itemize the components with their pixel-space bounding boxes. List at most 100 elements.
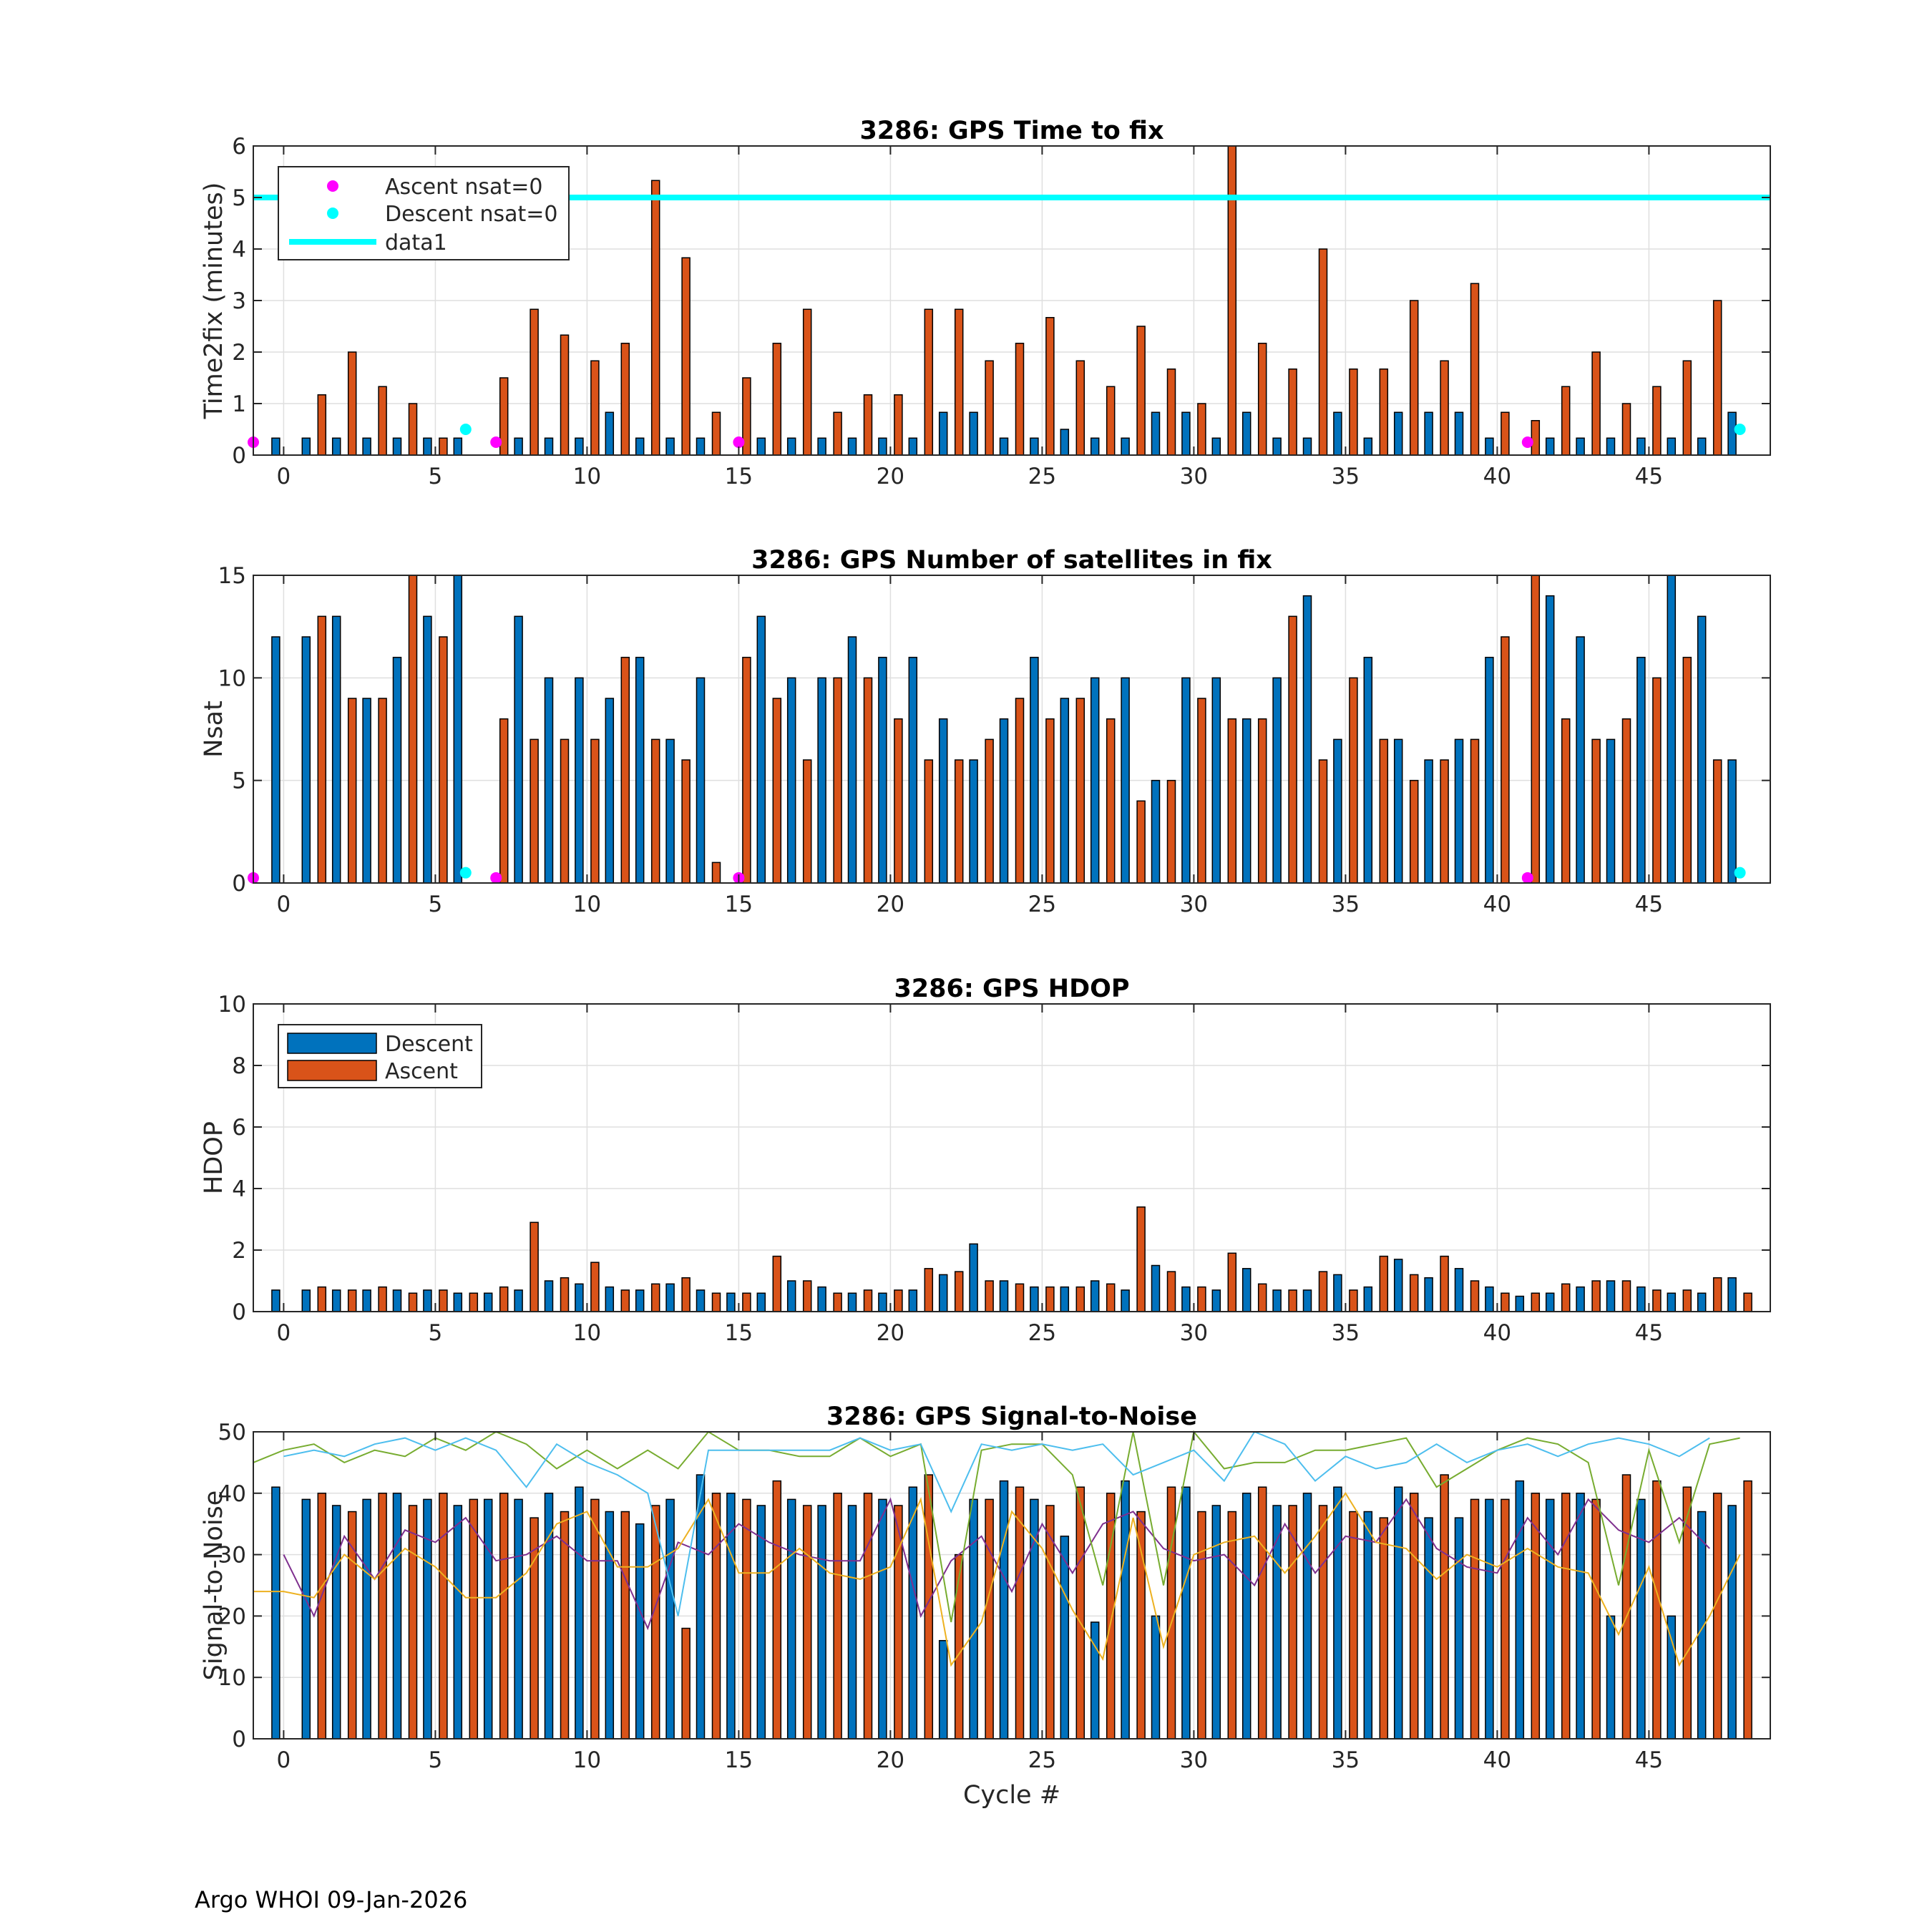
bar-ascent: [1501, 411, 1510, 456]
x-tick-label: 40: [1483, 1747, 1511, 1773]
bar-descent: [301, 437, 311, 456]
bar-descent: [1151, 779, 1161, 884]
x-tick-label: 10: [573, 464, 601, 489]
bar-ascent: [1712, 300, 1722, 456]
bar-ascent: [863, 1289, 873, 1312]
bar-ascent: [1591, 738, 1601, 884]
bar-descent: [999, 1480, 1009, 1740]
bar-ascent: [1409, 779, 1419, 884]
bar-descent: [1636, 1286, 1646, 1312]
bar-ascent: [1015, 343, 1025, 456]
bar-ascent: [439, 636, 448, 884]
bar-descent: [1030, 437, 1039, 456]
bar-ascent: [347, 1511, 357, 1740]
bar-descent: [331, 437, 341, 456]
bar-ascent: [317, 1493, 327, 1740]
bar-ascent: [499, 1493, 509, 1740]
bar-descent: [1454, 738, 1464, 884]
bar-descent: [969, 1243, 978, 1312]
bar-ascent: [681, 257, 691, 456]
bar-descent: [514, 615, 523, 884]
bar-ascent: [560, 1277, 570, 1312]
bar-descent: [1211, 437, 1221, 456]
bar-descent: [1333, 411, 1342, 456]
bar-descent: [969, 411, 978, 456]
bar-ascent: [1227, 145, 1237, 456]
plot-area: [253, 1432, 1770, 1739]
bar-descent: [1393, 738, 1403, 884]
legend-label: Ascent nsat=0: [385, 175, 542, 200]
bar-descent: [271, 636, 280, 884]
bar-ascent: [833, 1292, 842, 1312]
bar-ascent: [833, 1493, 842, 1740]
bar-descent: [271, 1486, 280, 1740]
bar-ascent: [1470, 283, 1480, 456]
bar-ascent: [772, 698, 782, 884]
bar-descent: [605, 1286, 615, 1312]
bar-descent: [1424, 759, 1433, 884]
bar-ascent: [742, 1498, 751, 1740]
x-tick-label: 30: [1180, 464, 1208, 489]
bar-descent: [1363, 656, 1373, 884]
bar-ascent: [711, 1493, 721, 1740]
bar-descent: [817, 437, 826, 456]
chart-panel-3: 0 5 10 15 20 25 30 35 40 45 0 2 4 6 8 10 3286: GPS HDOP H…: [200, 975, 1771, 1346]
bar-ascent: [469, 1292, 479, 1312]
x-tick-label: 30: [1180, 892, 1208, 917]
bar-ascent: [439, 1493, 448, 1740]
bar-ascent: [924, 1268, 934, 1312]
bar-ascent: [1349, 1511, 1358, 1740]
bar-ascent: [772, 343, 782, 456]
bar-descent: [301, 636, 311, 884]
bar-ascent: [1136, 1206, 1146, 1312]
x-tick-label: 20: [877, 892, 904, 917]
chart-title: 3286: GPS Time to fix: [859, 117, 1164, 145]
x-tick-label: 15: [725, 892, 753, 917]
bar-descent: [665, 1498, 675, 1740]
bar-ascent: [711, 411, 721, 456]
bar-ascent: [711, 1292, 721, 1312]
bar-descent: [423, 437, 432, 456]
bar-descent: [605, 1511, 615, 1740]
bar-ascent: [1288, 369, 1297, 456]
bar-descent: [1090, 677, 1100, 884]
bar-descent: [1393, 411, 1403, 456]
bar-ascent: [1682, 1289, 1692, 1312]
bar-descent: [271, 1289, 280, 1312]
bar-descent: [878, 1292, 887, 1312]
bar-descent: [514, 437, 523, 456]
marker-descent-nsat0: [1734, 424, 1746, 435]
bar-descent: [544, 1280, 554, 1312]
y-tick-label: 40: [218, 1481, 246, 1507]
bar-ascent: [590, 1262, 600, 1312]
bar-ascent: [317, 615, 327, 884]
bar-ascent: [439, 1289, 448, 1312]
bar-ascent: [620, 1289, 630, 1312]
y-axis-label: Nsat: [200, 701, 228, 758]
bar-descent: [1576, 1493, 1585, 1740]
bar-ascent: [772, 1480, 782, 1740]
bar-ascent: [1136, 1511, 1146, 1740]
bar-descent: [514, 1498, 523, 1740]
bar-descent: [605, 411, 615, 456]
bar-descent: [1545, 437, 1555, 456]
bar-descent: [423, 615, 432, 884]
bar-ascent: [1257, 1283, 1267, 1312]
bar-descent: [1151, 411, 1161, 456]
bar-ascent: [1440, 360, 1449, 456]
bar-descent: [635, 437, 645, 456]
bar-descent: [878, 437, 887, 456]
bar-descent: [1636, 437, 1646, 456]
legend-descent-marker: [327, 208, 338, 219]
bar-descent: [1636, 656, 1646, 884]
bar-ascent: [378, 698, 387, 884]
bar-descent: [1333, 738, 1342, 884]
bar-ascent: [1652, 1289, 1662, 1312]
bar-descent: [1241, 1268, 1252, 1312]
bar-ascent: [499, 1286, 509, 1312]
bar-ascent: [1227, 1511, 1237, 1740]
bar-ascent: [1409, 300, 1419, 456]
x-tick-label: 5: [429, 1747, 443, 1773]
bar-descent: [1545, 1498, 1555, 1740]
